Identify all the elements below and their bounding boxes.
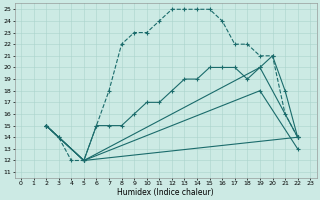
- X-axis label: Humidex (Indice chaleur): Humidex (Indice chaleur): [117, 188, 214, 197]
